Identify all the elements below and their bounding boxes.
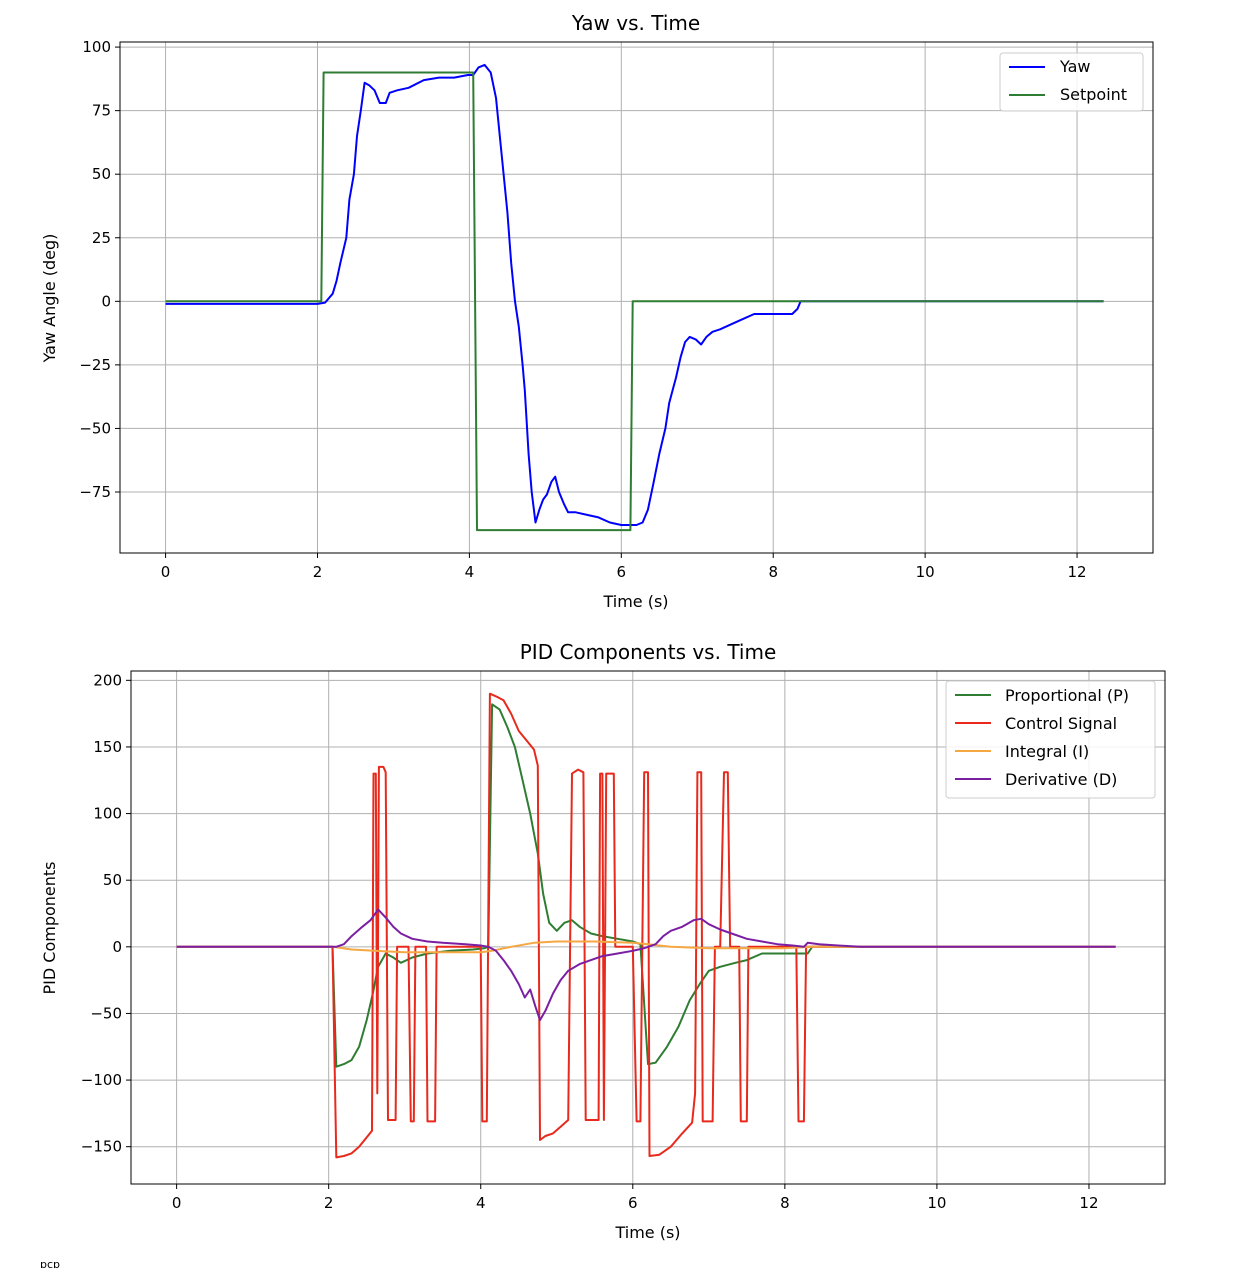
x-tick-label: 10: [916, 563, 935, 581]
pid-plot-ylabel: PID Components: [40, 862, 59, 995]
x-tick-label: 12: [1067, 563, 1086, 581]
footer-text: pcp: [40, 1258, 60, 1268]
pid-plot: PID Components vs. Time 0 2 4 6 8 10 12 −150 −10…: [40, 640, 1166, 1242]
x-tick-label: 8: [768, 563, 778, 581]
legend-label-proportional: Proportional (P): [1005, 686, 1129, 705]
y-tick-label: 100: [82, 38, 111, 56]
pid-plot-xlabel: Time (s): [614, 1223, 680, 1242]
series-line-control-signal: [176, 692, 1116, 1159]
y-tick-label: 0: [112, 938, 122, 956]
x-tick-label: 0: [172, 1194, 182, 1212]
y-tick-label: 50: [92, 165, 111, 183]
pid-plot-frame: [130, 670, 1166, 1185]
yaw-plot-lines: [165, 63, 1104, 532]
y-tick-label: 200: [93, 671, 122, 689]
yaw-plot-frame: [119, 41, 1154, 554]
series-line-integral-i: [176, 940, 1116, 954]
legend-label-integral: Integral (I): [1005, 742, 1089, 761]
pid-plot-legend: Proportional (P) Control Signal Integral…: [945, 680, 1156, 799]
series-line-derivative-d: [176, 908, 1116, 1022]
yaw-plot-title: Yaw vs. Time: [571, 11, 700, 35]
y-tick-label: −50: [90, 1004, 122, 1022]
x-tick-label: 8: [780, 1194, 790, 1212]
y-tick-label: 100: [93, 805, 122, 823]
pid-plot-lines: [176, 692, 1116, 1159]
x-tick-label: 4: [465, 563, 475, 581]
yaw-plot-legend: Yaw Setpoint: [999, 52, 1144, 112]
x-tick-label: 6: [628, 1194, 638, 1212]
x-tick-label: 4: [476, 1194, 486, 1212]
y-tick-label: 150: [93, 738, 122, 756]
y-tick-label: −100: [81, 1071, 122, 1089]
series-line-yaw: [165, 63, 1104, 526]
x-tick-label: 0: [161, 563, 171, 581]
series-line-setpoint: [165, 71, 1104, 532]
y-tick-label: 0: [101, 292, 111, 310]
yaw-plot: Yaw vs. Time 0 2 4 6 8 10 12 −75 −50 −25 0 25 50 75 10…: [40, 11, 1154, 611]
pid-legend-box: [945, 680, 1156, 799]
legend-label-yaw: Yaw: [1059, 57, 1090, 76]
y-tick-label: −150: [81, 1138, 122, 1156]
legend-label-setpoint: Setpoint: [1060, 85, 1127, 104]
legend-label-control-signal: Control Signal: [1005, 714, 1117, 733]
yaw-plot-ticks: 0 2 4 6 8 10 12 −75 −50 −25 0 25 50 75 100: [79, 38, 1086, 581]
yaw-plot-xlabel: Time (s): [602, 592, 668, 611]
y-tick-label: −25: [79, 356, 111, 374]
x-tick-label: 2: [313, 563, 323, 581]
x-tick-label: 10: [927, 1194, 946, 1212]
series-line-proportional-p: [176, 703, 1116, 1068]
yaw-plot-ylabel: Yaw Angle (deg): [40, 234, 59, 364]
pid-plot-title: PID Components vs. Time: [520, 640, 777, 664]
legend-label-derivative: Derivative (D): [1005, 770, 1117, 789]
pid-plot-ticks: 0 2 4 6 8 10 12 −150 −100 −50 0 50 100 150 200: [81, 671, 1099, 1212]
y-tick-label: 50: [103, 871, 122, 889]
x-tick-label: 12: [1079, 1194, 1098, 1212]
x-tick-label: 6: [617, 563, 627, 581]
x-tick-label: 2: [324, 1194, 334, 1212]
y-tick-label: 25: [92, 229, 111, 247]
y-tick-label: −75: [79, 483, 111, 501]
yaw-plot-grid: [120, 42, 1153, 553]
y-tick-label: −50: [79, 419, 111, 437]
y-tick-label: 75: [92, 102, 111, 120]
